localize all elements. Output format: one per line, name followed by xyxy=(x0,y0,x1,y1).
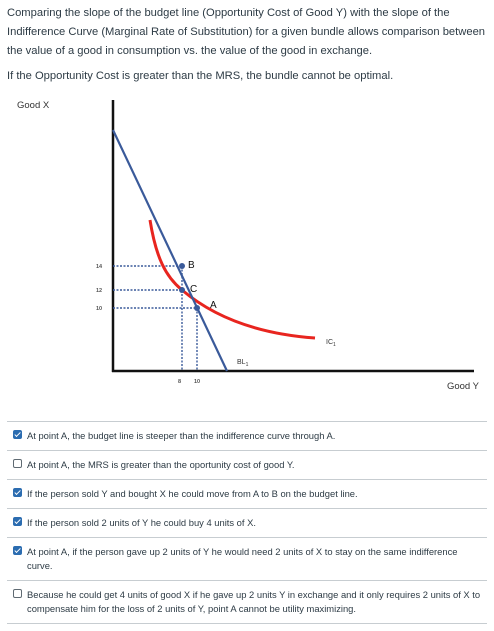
answer-option-5-text: At point A, if the person gave up 2 unit… xyxy=(27,546,458,571)
answer-option-2-text: At point A, the MRS is greater than the … xyxy=(27,459,295,470)
optimality-rule: If the Opportunity Cost is greater than … xyxy=(7,70,394,82)
point-b xyxy=(179,263,185,269)
answer-option-1[interactable]: At point A, the budget line is steeper t… xyxy=(7,421,487,450)
budget-line xyxy=(112,129,228,372)
indifference-curve xyxy=(148,219,316,340)
answer-option-6[interactable]: Because he could get 4 units of good X i… xyxy=(7,580,487,624)
intro-text: Comparing the slope of the budget line (… xyxy=(7,4,489,86)
budget-indifference-diagram: Good X B C A BL1 IC1 14 12 10 8 10 Good … xyxy=(0,92,494,402)
checkbox-3[interactable] xyxy=(13,488,22,497)
point-c-label: C xyxy=(190,284,197,295)
checkbox-6[interactable] xyxy=(13,589,22,598)
checkbox-4[interactable] xyxy=(13,517,22,526)
x-tick-10: 10 xyxy=(194,379,200,385)
x-tick-8: 8 xyxy=(178,379,181,385)
x-axis-label: Good Y xyxy=(446,381,479,392)
checkbox-5[interactable] xyxy=(13,546,22,555)
budget-line-label: BL1 xyxy=(237,359,249,368)
y-axis-label: Good X xyxy=(17,100,50,111)
point-b-label: B xyxy=(188,260,195,271)
answer-option-5[interactable]: At point A, if the person gave up 2 unit… xyxy=(7,537,487,580)
point-a-label: A xyxy=(210,300,217,311)
y-tick-10: 10 xyxy=(96,306,102,312)
checkbox-1[interactable] xyxy=(13,430,22,439)
answer-options: At point A, the budget line is steeper t… xyxy=(7,421,487,624)
point-c xyxy=(179,287,185,293)
answer-option-4[interactable]: If the person sold 2 units of Y he could… xyxy=(7,508,487,537)
y-tick-14: 14 xyxy=(96,264,103,270)
answer-option-2[interactable]: At point A, the MRS is greater than the … xyxy=(7,450,487,479)
checkbox-2[interactable] xyxy=(13,459,22,468)
intro-paragraph: Comparing the slope of the budget line (… xyxy=(7,7,486,57)
indifference-curve-label: IC1 xyxy=(326,339,336,348)
answer-option-3-text: If the person sold Y and bought X he cou… xyxy=(27,488,358,499)
answer-option-1-text: At point A, the budget line is steeper t… xyxy=(27,430,336,441)
y-tick-12: 12 xyxy=(96,288,102,294)
point-a xyxy=(194,305,200,311)
diagram-svg: B C A BL1 IC1 14 12 10 8 10 xyxy=(96,100,474,385)
answer-option-6-text: Because he could get 4 units of good X i… xyxy=(27,589,481,614)
answer-option-3[interactable]: If the person sold Y and bought X he cou… xyxy=(7,479,487,508)
answer-option-4-text: If the person sold 2 units of Y he could… xyxy=(27,517,256,528)
